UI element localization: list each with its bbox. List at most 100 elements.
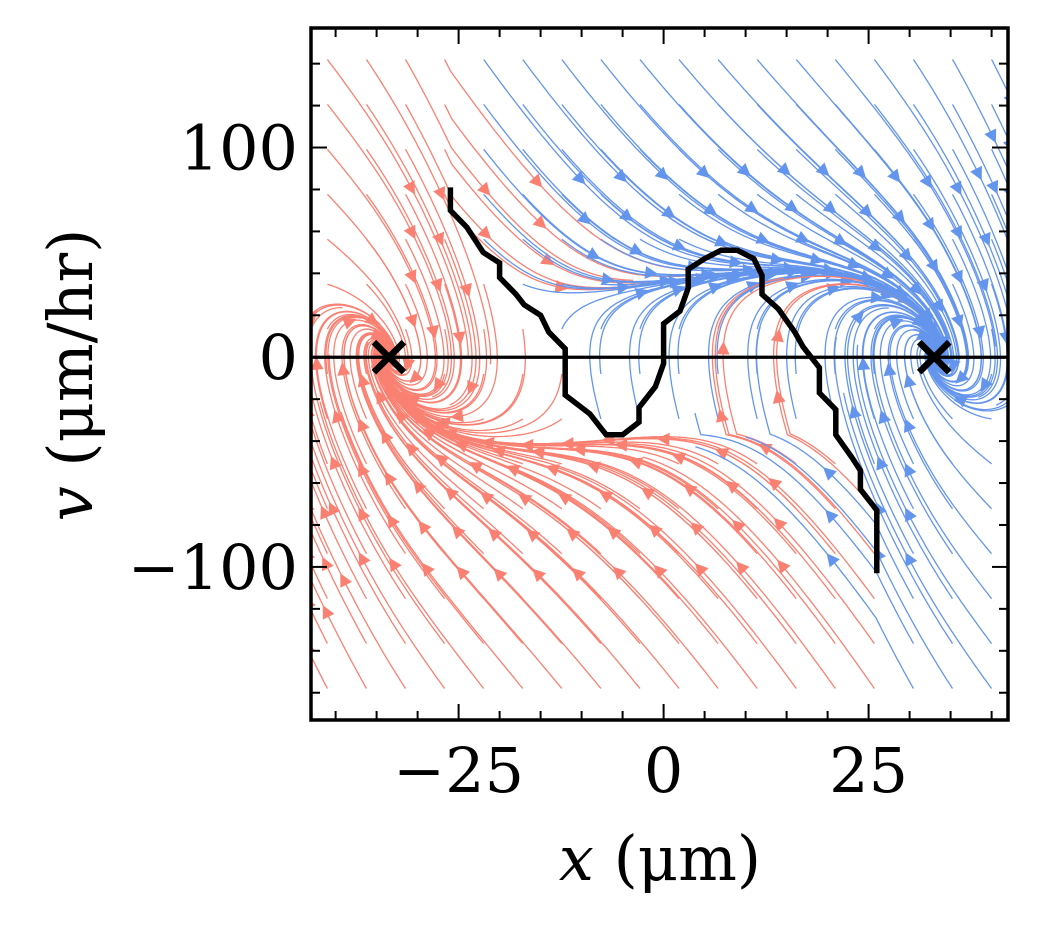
stream-arrow-242 — [876, 456, 889, 471]
stream-arrow-237 — [976, 278, 989, 293]
stream-arrow-244 — [883, 362, 897, 377]
streamline-42 — [404, 148, 481, 412]
streamline-241 — [834, 336, 954, 644]
stream-arrow-125 — [480, 436, 495, 450]
stream-arrow-215 — [850, 310, 865, 325]
streamline-165 — [513, 467, 758, 689]
stream-arrow-229 — [857, 356, 871, 371]
stream-arrow-223 — [950, 225, 962, 240]
streamline-18 — [311, 303, 381, 555]
stream-arrow-148 — [784, 199, 799, 213]
stream-arrow-230 — [889, 317, 904, 330]
streamline-137 — [406, 412, 680, 600]
stream-arrow-152 — [598, 490, 614, 504]
streamline-27 — [365, 148, 455, 401]
stream-arrow-34 — [337, 362, 351, 376]
stream-arrow-259 — [903, 373, 917, 389]
streamline-108 — [374, 344, 602, 555]
streamline-223 — [873, 103, 999, 398]
streamline-256 — [856, 344, 993, 644]
stream-arrow-132 — [755, 231, 770, 244]
streamline-199 — [711, 277, 836, 510]
streamline-228 — [844, 304, 927, 555]
stream-arrow-55 — [467, 380, 480, 395]
overlays — [311, 187, 1008, 574]
stream-arrow-265 — [1014, 380, 1026, 395]
stream-arrow-104 — [654, 166, 669, 181]
stream-arrow-256 — [905, 507, 917, 523]
separatrix-line — [447, 187, 880, 574]
streamline-269 — [991, 59, 1008, 94]
x-tick-label: −25 — [393, 734, 524, 807]
streamline-213 — [714, 299, 875, 555]
streamline-166 — [495, 450, 758, 645]
stream-arrow-13 — [403, 224, 416, 240]
fixed-point-marker-1 — [916, 339, 952, 375]
stream-arrow-185 — [716, 341, 730, 355]
streamline-33 — [324, 315, 407, 555]
stream-arrow-32 — [329, 455, 342, 471]
streamline-195 — [598, 462, 836, 689]
stream-arrow-264 — [953, 395, 968, 408]
stream-arrow-227 — [823, 467, 837, 481]
stream-arrow-145 — [822, 262, 837, 276]
y-axis-unit: (μm/hr) — [34, 229, 107, 487]
y-axis-variable: v — [34, 486, 107, 521]
streamline-4 — [311, 467, 328, 510]
stream-arrow-75 — [421, 562, 435, 577]
stream-arrow-135 — [572, 567, 586, 582]
streamline-148 — [678, 103, 934, 317]
stream-arrow-136 — [566, 528, 581, 542]
stream-arrow-86 — [644, 266, 659, 279]
stream-arrow-89 — [613, 168, 627, 183]
streamline-31 — [311, 454, 407, 644]
stream-arrow-88 — [619, 208, 634, 222]
streamline-106 — [376, 399, 602, 645]
x-tick-label: 0 — [644, 734, 683, 807]
stream-arrow-116 — [729, 255, 743, 269]
streamline-76 — [344, 367, 524, 645]
stream-arrow-167 — [640, 487, 656, 501]
stream-arrow-87 — [629, 242, 644, 255]
stream-arrow-131 — [770, 252, 785, 266]
stream-arrow-69 — [450, 409, 464, 423]
stream-arrow-118 — [703, 202, 718, 216]
stream-arrow-15 — [322, 605, 335, 620]
stream-arrow-58 — [532, 215, 547, 229]
streamline-75 — [340, 412, 524, 689]
stream-arrow-176 — [880, 266, 895, 279]
streamline-268 — [991, 104, 1008, 140]
stream-arrow-206 — [931, 298, 944, 313]
stream-arrow-209 — [919, 174, 932, 189]
stream-arrow-253 — [986, 179, 999, 195]
stream-arrow-199 — [716, 408, 729, 423]
streamline-123 — [376, 362, 641, 555]
streamline-242 — [852, 307, 954, 600]
stream-arrow-30 — [340, 573, 352, 588]
x-tick-label: 25 — [829, 734, 908, 807]
stream-arrow-177 — [867, 238, 882, 252]
streamline-136 — [423, 433, 680, 645]
streamline-47 — [327, 316, 446, 600]
stream-arrow-255 — [905, 552, 918, 567]
streamline-163 — [717, 103, 950, 340]
plot-frame — [309, 26, 1010, 722]
stream-arrow-120 — [532, 568, 546, 583]
streamline-152 — [438, 430, 719, 600]
stream-arrow-258 — [904, 418, 916, 433]
streamline-63 — [356, 332, 485, 555]
stream-arrow-168 — [628, 457, 644, 470]
stream-arrow-193 — [891, 209, 906, 224]
streamline-212 — [606, 437, 875, 600]
streamline-224 — [873, 59, 1008, 317]
stream-arrow-106 — [488, 528, 503, 542]
axis-ticks — [311, 28, 1008, 720]
y-tick-label: 0 — [259, 321, 298, 394]
tick-labels: −25 0 25 100 0 −100 — [128, 112, 908, 807]
streamline-32 — [311, 306, 407, 600]
streamline-258 — [889, 325, 993, 555]
streamline-255 — [842, 392, 993, 689]
stream-arrow-26 — [426, 324, 439, 339]
streamline-181 — [537, 451, 797, 644]
stream-arrow-245 — [915, 328, 931, 340]
